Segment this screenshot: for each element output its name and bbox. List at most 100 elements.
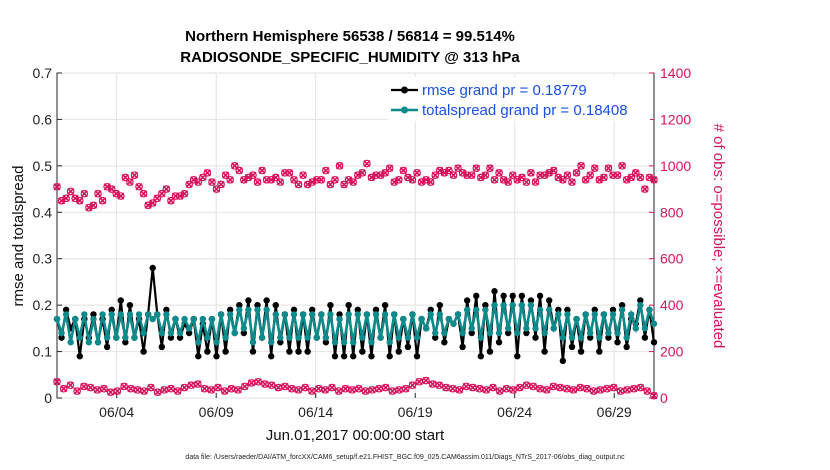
y-tick-label: 0 (44, 390, 52, 406)
possible-obs-circle (481, 171, 490, 179)
rmse-point (245, 297, 252, 304)
x-axis-label: Jun.01,2017 00:00:00 start (266, 427, 445, 444)
evaluated-obs-circle (435, 381, 444, 390)
evaluated-obs-cross (375, 385, 383, 393)
spread-point (514, 329, 521, 337)
evaluated-obs-cross (569, 386, 578, 394)
evaluated-obs-cross (241, 382, 249, 390)
possible-obs-cross (636, 173, 644, 182)
evaluated-obs-circle (650, 391, 658, 400)
possible-obs-circle (426, 178, 435, 186)
possible-obs-cross (57, 197, 66, 205)
evaluated-obs-cross (268, 381, 276, 389)
rmse-point (368, 353, 375, 360)
possible-obs-circle (203, 169, 212, 177)
possible-obs-circle (518, 173, 526, 182)
possible-obs-cross (112, 190, 120, 198)
evaluated-obs-cross (422, 377, 430, 385)
possible-obs-circle (572, 169, 581, 177)
spread-point (90, 315, 97, 323)
possible-obs-circle (75, 196, 84, 205)
spread-point (122, 334, 129, 341)
spread-point (568, 334, 576, 341)
evaluated-obs-cross (194, 380, 202, 388)
possible-obs-circle (98, 196, 107, 205)
rmse-point (386, 353, 393, 360)
spread-point (331, 339, 339, 346)
evaluated-obs-cross (107, 388, 115, 396)
possible-obs-cross (190, 176, 198, 184)
evaluated-obs-cross (100, 385, 108, 393)
possible-obs-circle (349, 178, 358, 186)
evaluated-obs-cross (234, 386, 242, 394)
rmse-point (122, 339, 129, 346)
evaluated-obs-cross (261, 380, 269, 388)
possible-obs-circle (581, 175, 590, 184)
spread-point (62, 311, 70, 318)
evaluated-obs-circle (241, 382, 249, 391)
spread-point (527, 301, 535, 309)
spread-point (236, 306, 243, 313)
spread-point (609, 311, 617, 318)
rmse-point (523, 329, 530, 337)
rmse-point (158, 343, 166, 351)
possible-obs-cross (249, 171, 257, 179)
spread-point (181, 315, 188, 323)
possible-obs-circle (600, 173, 608, 182)
spread-point (536, 306, 544, 313)
spread-point (99, 311, 106, 318)
possible-obs-circle (527, 169, 535, 177)
rmse-point (482, 301, 489, 309)
rmse-point (459, 343, 466, 351)
spread-point (185, 325, 193, 332)
rmse-point (441, 339, 448, 346)
spread-point (477, 334, 485, 341)
rmse-point (163, 306, 170, 313)
rmse-point (140, 348, 147, 355)
possible-obs-cross (285, 169, 293, 177)
possible-obs-cross (595, 176, 603, 184)
possible-obs-cross (545, 169, 553, 177)
spread-point (85, 339, 93, 346)
x-tick-label: 06/19 (398, 404, 433, 420)
rmse-point (541, 348, 548, 355)
possible-obs-cross (335, 162, 344, 170)
rmse-point (473, 292, 480, 300)
possible-obs-circle (358, 169, 367, 177)
evaluated-obs-circle (381, 383, 390, 392)
rmse-point (491, 288, 498, 295)
possible-obs-circle (495, 169, 503, 177)
spread-point (577, 334, 585, 341)
possible-obs-cross (500, 176, 508, 184)
spread-point (149, 315, 156, 323)
evaluated-obs-cross (529, 382, 537, 390)
rmse-point (249, 348, 257, 355)
evaluated-obs-cross (180, 383, 189, 392)
y2-tick-label: 1200 (660, 111, 691, 127)
possible-obs-circle (586, 171, 594, 179)
evaluated-obs-circle (267, 381, 276, 390)
possible-obs-cross (472, 164, 480, 172)
possible-obs-circle (385, 164, 394, 172)
spread-point (418, 315, 425, 323)
possible-obs-cross (367, 173, 376, 182)
rmse-point (359, 348, 366, 355)
possible-obs-cross (349, 178, 357, 186)
possible-obs-cross (140, 190, 148, 198)
y2-tick-label: 0 (660, 390, 668, 406)
evaluated-obs-cross (408, 381, 417, 389)
possible-obs-circle (158, 189, 166, 198)
evaluated-obs-cross (247, 379, 256, 387)
evaluated-obs-circle (214, 383, 222, 392)
legend: rmse grand pr = 0.18779 totalspread gran… (388, 77, 650, 121)
spread-point (263, 306, 270, 313)
possible-obs-circle (262, 175, 271, 184)
possible-obs-circle (568, 178, 576, 186)
rmse-point (267, 353, 275, 360)
spread-point (386, 339, 393, 346)
possible-obs-cross (208, 178, 216, 186)
rmse-point (331, 353, 339, 360)
evaluated-obs-circle (301, 383, 309, 392)
possible-obs-cross (304, 180, 312, 188)
possible-obs-cross (62, 194, 70, 202)
